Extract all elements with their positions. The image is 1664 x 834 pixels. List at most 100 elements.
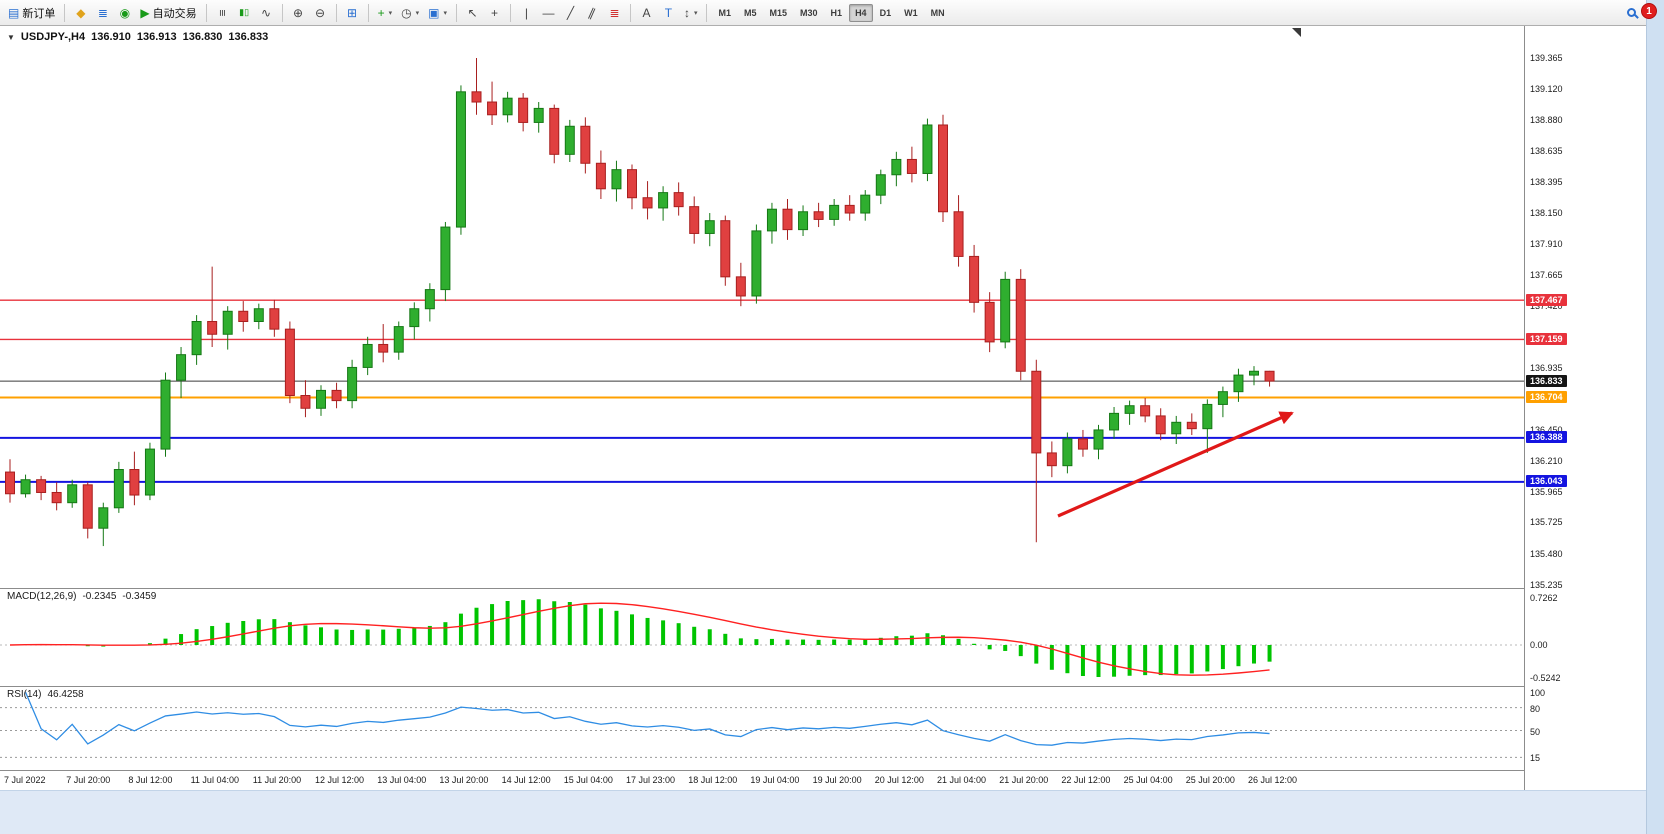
price-tick: 139.365 <box>1530 53 1563 63</box>
line-chart-button[interactable]: ∿ <box>256 3 277 23</box>
macd-layer <box>9 599 1272 677</box>
zoom-in-icon: ⊕ <box>293 5 304 20</box>
new-order-label: 新订单 <box>22 7 56 20</box>
tile-windows-button[interactable]: ⊞ <box>342 3 363 23</box>
zoom-out-button[interactable]: ⊖ <box>310 3 331 23</box>
timeframe-h4-button[interactable]: H4 <box>849 3 873 22</box>
timeframe-h1-button[interactable]: H1 <box>825 4 849 22</box>
indicators-button[interactable]: + ▾ <box>374 3 397 23</box>
market-watch-icon: ≣ <box>97 5 108 20</box>
symbol-timeframe-label: USDJPY-,H4 <box>20 31 86 43</box>
chart-shift-marker[interactable] <box>1292 28 1301 37</box>
vertical-scrollbar[interactable] <box>1646 0 1664 834</box>
text-label-icon: T <box>664 5 673 20</box>
timeframe-mn-button[interactable]: MN <box>925 4 951 22</box>
price-tick: 139.120 <box>1530 84 1563 95</box>
macd-panel-separator[interactable] <box>0 588 1646 589</box>
trendline-button[interactable]: ╱ <box>560 3 581 23</box>
level-price-tag: 137.467 <box>1526 293 1567 306</box>
toolbar-separator <box>455 3 457 22</box>
svg-text:21 Jul 04:00: 21 Jul 04:00 <box>937 775 986 785</box>
autotrading-icon: ▶ <box>140 5 150 20</box>
price-tick: 135.965 <box>1530 486 1563 497</box>
metaeditor-button[interactable]: ◆ <box>70 3 91 23</box>
new-order-button[interactable]: ▤ 新订单 <box>4 3 59 23</box>
arrows-icon: ↕ <box>683 5 690 20</box>
macd-tick: -0.5242 <box>1530 673 1561 683</box>
svg-text:26 Jul 12:00: 26 Jul 12:00 <box>1248 775 1297 785</box>
candles-layer <box>5 58 1275 547</box>
svg-text:13 Jul 20:00: 13 Jul 20:00 <box>439 775 488 785</box>
rsi-name: RSI(14) <box>7 689 42 700</box>
cursor-button[interactable]: ↖ <box>462 3 483 23</box>
new-order-icon: ▤ <box>8 5 20 20</box>
reference-lines-layer <box>0 644 1524 758</box>
fibonacci-button[interactable]: ≣ <box>604 3 625 23</box>
timeframe-m15-button[interactable]: M15 <box>764 4 794 22</box>
vertical-line-icon: | <box>524 5 529 20</box>
svg-text:25 Jul 20:00: 25 Jul 20:00 <box>1186 775 1235 785</box>
macd-signal-line <box>9 602 1270 676</box>
price-tick: 137.665 <box>1530 269 1563 280</box>
svg-text:17 Jul 23:00: 17 Jul 23:00 <box>626 775 675 785</box>
toolbar-separator <box>706 3 708 22</box>
chart-header: ▼ USDJPY-,H4 136.910 136.913 136.830 136… <box>7 31 268 43</box>
bar-chart-icon: ≡ <box>215 8 230 17</box>
text-icon: A <box>642 5 651 20</box>
svg-text:13 Jul 04:00: 13 Jul 04:00 <box>377 775 426 785</box>
svg-text:7 Jul 2022: 7 Jul 2022 <box>4 775 46 785</box>
templates-button[interactable]: ▣ ▾ <box>424 3 451 23</box>
macd-indicator-label: MACD(12,26,9) -0.2345 -0.3459 <box>7 591 156 602</box>
svg-text:18 Jul 12:00: 18 Jul 12:00 <box>688 775 737 785</box>
arrows-button[interactable]: ↕ ▾ <box>680 3 702 23</box>
rsi-tick: 50 <box>1530 726 1541 737</box>
timeframe-m30-button[interactable]: M30 <box>794 4 824 22</box>
price-axis[interactable]: 139.365 139.120 138.880 138.635 138.395 138.1… <box>1524 26 1646 790</box>
level-price-tag: 136.388 <box>1526 431 1567 444</box>
chart-canvas[interactable]: 7 Jul 2022 7 Jul 20:00 8 Jul 12:00 11 Jul 0… <box>0 26 1524 790</box>
toolbar-separator <box>629 3 631 22</box>
svg-text:11 Jul 20:00: 11 Jul 20:00 <box>253 775 301 785</box>
svg-text:14 Jul 12:00: 14 Jul 12:00 <box>502 775 551 785</box>
time-axis[interactable] <box>0 770 1524 790</box>
templates-icon: ▣ <box>428 5 440 20</box>
candlestick-chart-button[interactable]: ▮▯ <box>234 3 255 23</box>
rsi-panel-separator[interactable] <box>0 686 1646 687</box>
rsi-layer <box>24 692 1270 746</box>
crosshair-button[interactable]: + <box>484 3 505 23</box>
level-price-tag: 136.704 <box>1526 391 1567 404</box>
notification-badge[interactable]: 1 <box>1641 3 1657 19</box>
vertical-line-button[interactable]: | <box>516 3 537 23</box>
time-axis-separator <box>0 770 1646 771</box>
periods-button[interactable]: ◷ ▾ <box>397 3 423 23</box>
rsi-indicator-label: RSI(14) 46.4258 <box>7 689 84 700</box>
timeframe-d1-button[interactable]: D1 <box>874 4 898 22</box>
price-tick: 136.210 <box>1530 455 1563 466</box>
chevron-down-icon: ▼ <box>7 32 15 42</box>
bar-chart-button[interactable]: ≡ <box>212 3 233 23</box>
market-watch-button[interactable]: ≣ <box>92 3 113 23</box>
zoom-in-button[interactable]: ⊕ <box>288 3 309 23</box>
bottom-scroll-area[interactable] <box>0 790 1646 834</box>
channel-icon: ∥ <box>586 4 599 21</box>
toolbar-separator <box>335 3 337 22</box>
svg-text:12 Jul 12:00: 12 Jul 12:00 <box>315 775 364 785</box>
macd-tick: 0.7262 <box>1530 593 1558 603</box>
level-price-tag: 136.043 <box>1526 475 1567 488</box>
price-tick: 136.450 <box>1530 424 1563 435</box>
text-button[interactable]: A <box>636 3 657 23</box>
text-label-button[interactable]: T <box>658 3 679 23</box>
timeframe-m1-button[interactable]: M1 <box>712 4 737 22</box>
search-button[interactable] <box>1621 3 1642 23</box>
timeframe-w1-button[interactable]: W1 <box>898 4 924 22</box>
price-tick: 135.480 <box>1530 548 1563 559</box>
svg-text:20 Jul 12:00: 20 Jul 12:00 <box>875 775 924 785</box>
horizontal-line-button[interactable]: — <box>538 3 559 23</box>
autotrading-button[interactable]: ▶ 自动交易 <box>136 3 200 23</box>
svg-text:8 Jul 12:00: 8 Jul 12:00 <box>128 775 172 785</box>
timeframe-m5-button[interactable]: M5 <box>738 4 763 22</box>
navigator-button[interactable]: ◉ <box>114 3 135 23</box>
price-tick: 135.235 <box>1530 579 1563 590</box>
channel-button[interactable]: ∥ <box>582 3 603 23</box>
